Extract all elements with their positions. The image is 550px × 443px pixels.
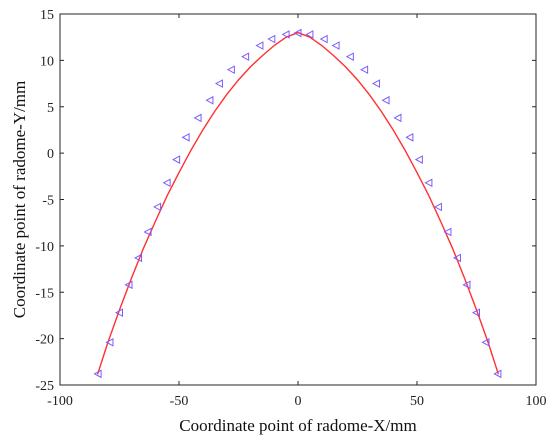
y-tick-label: -25 [35,379,54,394]
data-point-14 [241,52,250,62]
data-point-18 [293,28,302,38]
data-point-2 [114,308,123,317]
data-point-7 [162,178,171,188]
x-tick-label: 0 [295,394,302,409]
data-point-27 [405,133,414,142]
x-tick-label: -50 [170,394,189,409]
y-tick-label: 15 [40,8,54,23]
data-point-13 [226,65,235,74]
data-point-5 [143,227,152,237]
data-point-11 [205,95,214,105]
data-point-1 [105,337,114,347]
y-axis-title: Coordinate point of radome-Y/mm [10,81,29,318]
x-ticks: -100 -50 0 50 100 [47,14,547,409]
data-point-36 [493,369,502,379]
y-tick-label: 0 [47,147,54,162]
curve-layer [96,31,500,375]
y-tick-label: -15 [35,286,54,301]
data-point-10 [193,113,202,123]
data-point-23 [360,65,369,74]
data-point-17 [281,30,290,39]
data-point-26 [393,113,402,123]
y-tick-label: -5 [42,194,54,209]
y-tick-label: -10 [35,240,54,255]
axes [59,13,537,386]
y-tick-label: 10 [40,54,54,69]
data-point-3 [124,280,133,290]
data-point-0 [93,369,102,379]
x-tick-label: -100 [47,394,73,409]
data-point-8 [172,155,181,164]
data-point-32 [452,253,461,263]
data-point-29 [424,178,433,188]
data-point-19 [305,30,314,39]
data-point-22 [345,52,354,62]
y-ticks: -25 -20 -15 -10 -5 0 5 10 15 [35,8,536,394]
data-point-4 [133,253,143,263]
data-point-25 [381,95,390,105]
data-point-24 [371,79,381,88]
data-point-12 [214,79,223,88]
data-point-30 [433,202,442,212]
data-point-31 [443,227,452,237]
data-point-21 [331,41,340,50]
y-tick-label: 5 [47,101,54,116]
data-point-28 [414,155,423,164]
data-point-6 [153,202,162,212]
data-point-34 [471,308,480,317]
x-tick-label: 100 [526,394,547,409]
series-line-0 [96,31,500,375]
data-point-35 [481,337,490,347]
data-point-20 [319,34,328,44]
data-point-15 [255,41,264,50]
data-point-33 [462,280,471,290]
x-tick-label: 50 [410,394,424,409]
x-axis-title: Coordinate point of radome-X/mm [179,416,416,435]
data-point-16 [267,34,276,44]
plot-frame [59,13,537,386]
marker-layer [93,28,502,379]
y-tick-label: -20 [35,333,54,348]
data-point-9 [181,133,190,142]
